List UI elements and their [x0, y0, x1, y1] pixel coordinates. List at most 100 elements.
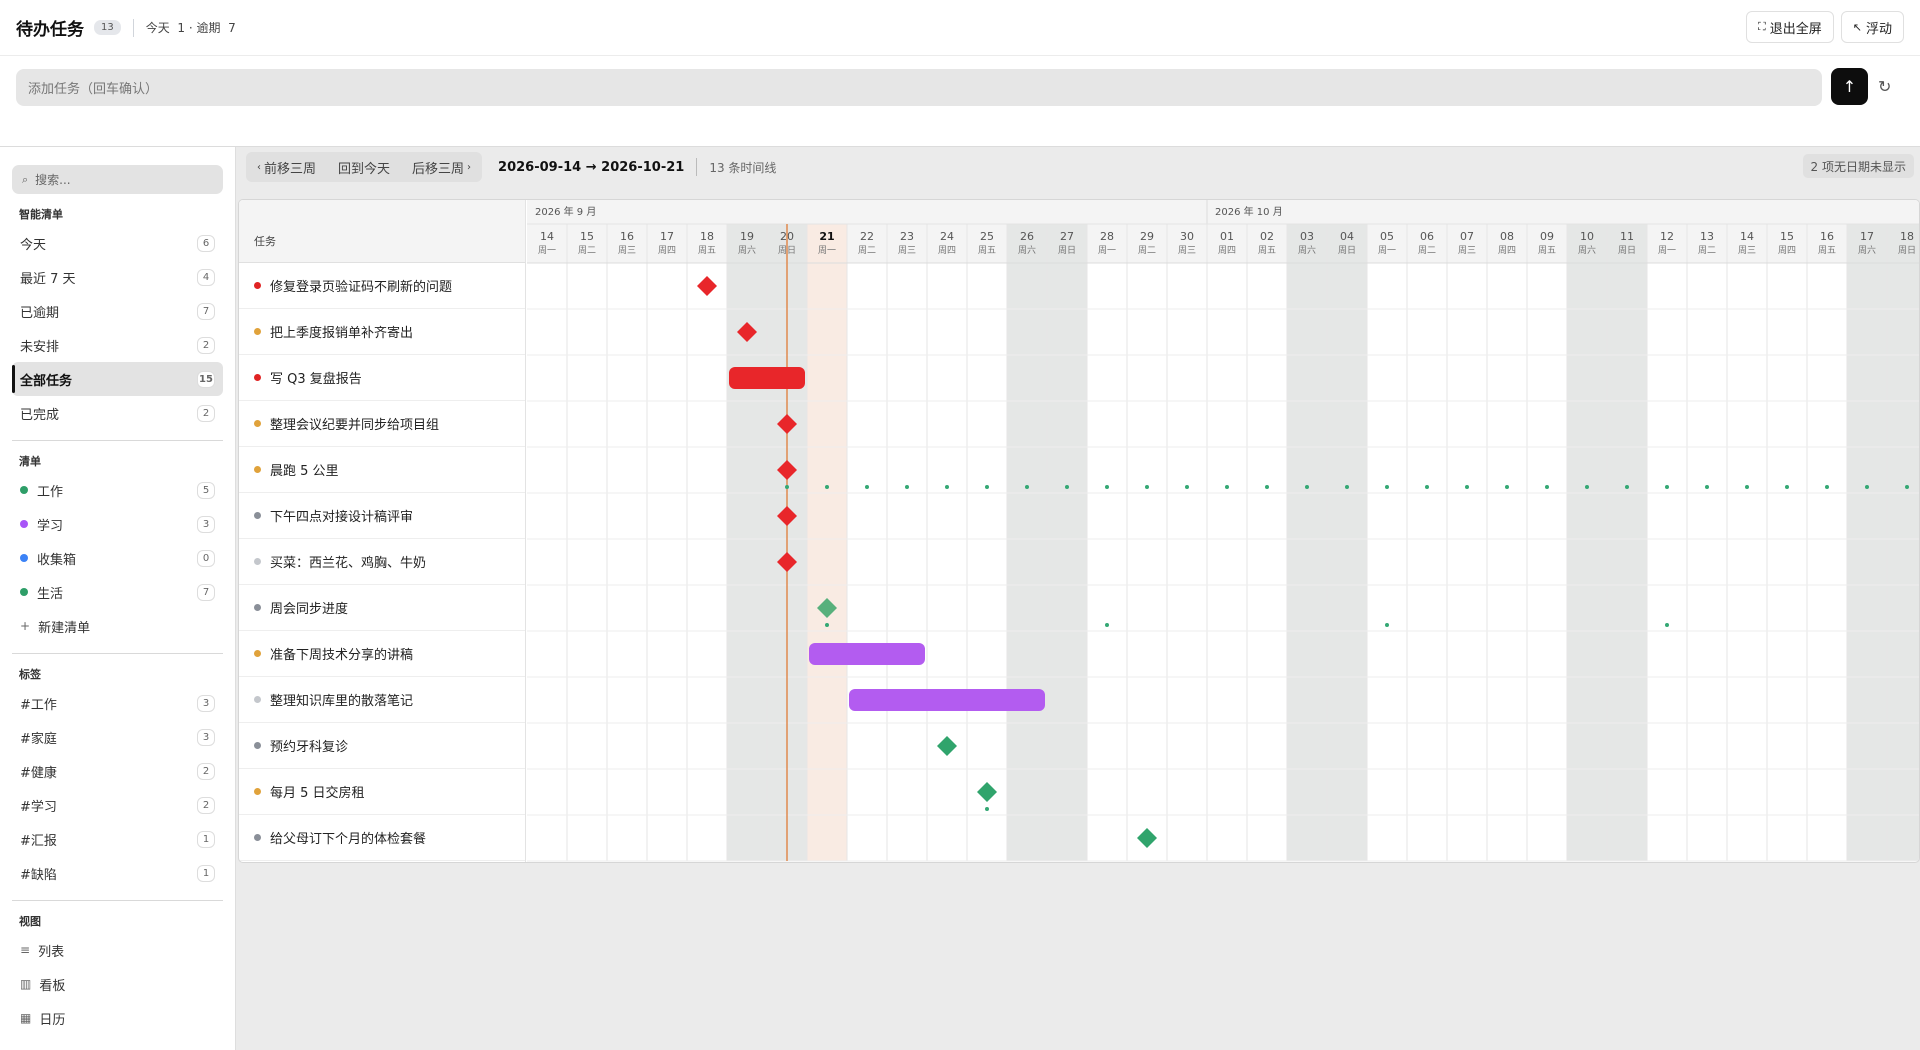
task-row[interactable]: 整理会议纪要并同步给项目组	[239, 401, 525, 447]
tag-item[interactable]: #缺陷 1	[12, 856, 223, 890]
recurrence-dot	[1665, 623, 1669, 627]
recurrence-dot	[945, 485, 949, 489]
task-row[interactable]: 准备下周技术分享的讲稿	[239, 631, 525, 677]
item-count-badge: 3	[197, 729, 215, 746]
list-item[interactable]: 工作 5	[12, 473, 223, 507]
list-icon: ≡	[20, 943, 31, 957]
tag-item[interactable]: #学习 2	[12, 788, 223, 822]
recurrence-dot	[1385, 485, 1389, 489]
tag-item[interactable]: #健康 2	[12, 754, 223, 788]
day-number-label: 06	[1420, 230, 1434, 243]
prev-three-weeks-button[interactable]: ‹ 前移三周	[257, 161, 317, 177]
milestone-marker	[737, 322, 757, 342]
item-count-badge: 3	[197, 695, 215, 712]
recurrence-dot	[1545, 485, 1549, 489]
sidebar-item-label: 今天	[20, 237, 47, 253]
weekday-label: 周五	[1258, 245, 1276, 256]
tag-item[interactable]: #汇报 1	[12, 822, 223, 856]
task-row[interactable]: 晨跑 5 公里	[239, 447, 525, 493]
priority-dot	[254, 466, 261, 473]
day-number-label: 14	[540, 230, 554, 243]
list-item[interactable]: 生活 7	[12, 575, 223, 609]
gantt-toolbar: ‹ 前移三周 回到今天 后移三周 › 2026-09-14 → 2026-10-21…	[238, 147, 1920, 187]
task-row[interactable]: 写 Q3 复盘报告	[239, 355, 525, 401]
day-number-label: 18	[1900, 230, 1914, 243]
tag-item[interactable]: #工作 3	[12, 686, 223, 720]
recurrence-dot	[1345, 485, 1349, 489]
task-row[interactable]: 每月 5 日交房租	[239, 769, 525, 815]
task-title: 每月 5 日交房租	[270, 786, 365, 801]
priority-dot	[254, 650, 261, 657]
day-number-label: 10	[1580, 230, 1594, 243]
tag-item[interactable]: #家庭 3	[12, 720, 223, 754]
smart-list-item[interactable]: 今天 6	[12, 226, 223, 260]
smart-list-item[interactable]: 最近 7 天 4	[12, 260, 223, 294]
smart-list-item[interactable]: 未安排 2	[12, 328, 223, 362]
list-item[interactable]: 收集箱 0	[12, 541, 223, 575]
recurrence-dot	[1585, 485, 1589, 489]
view-item[interactable]: ▦ 日历	[12, 1001, 223, 1035]
sidebar-item-label: #健康	[20, 765, 57, 781]
float-button[interactable]: ↖ 浮动	[1840, 11, 1904, 43]
task-title: 给父母订下个月的体检套餐	[270, 832, 427, 847]
sidebar-item-label: 最近 7 天	[20, 271, 76, 287]
new-list-button[interactable]: + 新建清单	[20, 619, 91, 636]
gantt-chart: 任务 修复登录页验证码不刷新的问题 把上季度报销单补齐寄出写 Q3 复盘报告 整理会…	[238, 199, 1920, 863]
task-row[interactable]: 修复登录页验证码不刷新的问题	[239, 263, 525, 309]
day-number-label: 16	[1820, 230, 1834, 243]
weekday-label: 周二	[858, 245, 876, 256]
refresh-icon[interactable]: ↻	[1878, 77, 1892, 96]
priority-dot	[254, 696, 261, 703]
task-title: 准备下周技术分享的讲稿	[270, 648, 414, 663]
exit-fullscreen-button[interactable]: ⛶ 退出全屏	[1746, 11, 1834, 43]
task-row[interactable]: 周会同步进度	[239, 585, 525, 631]
submit-task-button[interactable]: ↑	[1831, 68, 1868, 105]
item-count-badge: 1	[197, 831, 215, 848]
task-row[interactable]: 预约牙科复诊	[239, 723, 525, 769]
sidebar-item-label: 已完成	[20, 407, 60, 423]
add-task-input[interactable]: 添加任务（回车确认）	[16, 69, 1822, 106]
recurrence-dot	[1185, 485, 1189, 489]
item-count-badge: 3	[197, 516, 215, 533]
next-three-weeks-button[interactable]: 后移三周 ›	[412, 161, 472, 177]
task-title: 整理知识库里的散落笔记	[270, 694, 414, 709]
day-number-label: 15	[580, 230, 594, 243]
smart-list-item[interactable]: 全部任务 15	[12, 362, 223, 396]
task-bar	[809, 643, 925, 665]
navigation-group: ‹ 前移三周 回到今天 后移三周 ›	[246, 152, 483, 182]
list-item[interactable]: 学习 3	[12, 507, 223, 541]
weekend-column	[1287, 224, 1327, 861]
back-to-today-button[interactable]: 回到今天	[338, 161, 391, 177]
day-number-label: 22	[860, 230, 874, 243]
smart-list-item[interactable]: 已完成 2	[12, 396, 223, 430]
smart-list-item[interactable]: 已逾期 7	[12, 294, 223, 328]
no-date-notice[interactable]: 2 项无日期未显示	[1802, 154, 1914, 178]
task-row[interactable]: 下午四点对接设计稿评审	[239, 493, 525, 539]
sidebar-search-input[interactable]: ⌕ 搜索...	[12, 165, 223, 194]
priority-dot	[254, 328, 261, 335]
task-count-badge: 13	[94, 20, 121, 35]
sidebar-item-label: 看板	[39, 978, 66, 994]
task-row[interactable]: 买菜：西兰花、鸡胸、牛奶	[239, 539, 525, 585]
day-number-label: 24	[940, 230, 954, 243]
milestone-marker	[977, 782, 997, 802]
sidebar-item-label: 工作	[37, 484, 64, 500]
task-row[interactable]: 给父母订下个月的体检套餐	[239, 815, 525, 861]
day-number-label: 01	[1220, 230, 1234, 243]
task-row[interactable]: 把上季度报销单补齐寄出	[239, 309, 525, 355]
weekday-label: 周六	[1858, 244, 1876, 256]
milestone-marker	[777, 414, 797, 434]
milestone-marker	[777, 506, 797, 526]
recurrence-dot	[1865, 485, 1869, 489]
view-item[interactable]: ▥ 看板	[12, 967, 223, 1001]
day-number-label: 02	[1260, 230, 1274, 243]
view-item[interactable]: ≡ 列表	[12, 933, 223, 967]
weekday-label: 周四	[938, 245, 956, 256]
task-row[interactable]: 整理知识库里的散落笔记	[239, 677, 525, 723]
task-title: 下午四点对接设计稿评审	[270, 510, 414, 525]
stat-separator: ·	[185, 20, 197, 35]
day-number-label: 08	[1500, 230, 1514, 243]
recurrence-dot	[825, 623, 829, 627]
item-count-badge: 1	[197, 865, 215, 882]
list-color-dot	[20, 520, 28, 528]
